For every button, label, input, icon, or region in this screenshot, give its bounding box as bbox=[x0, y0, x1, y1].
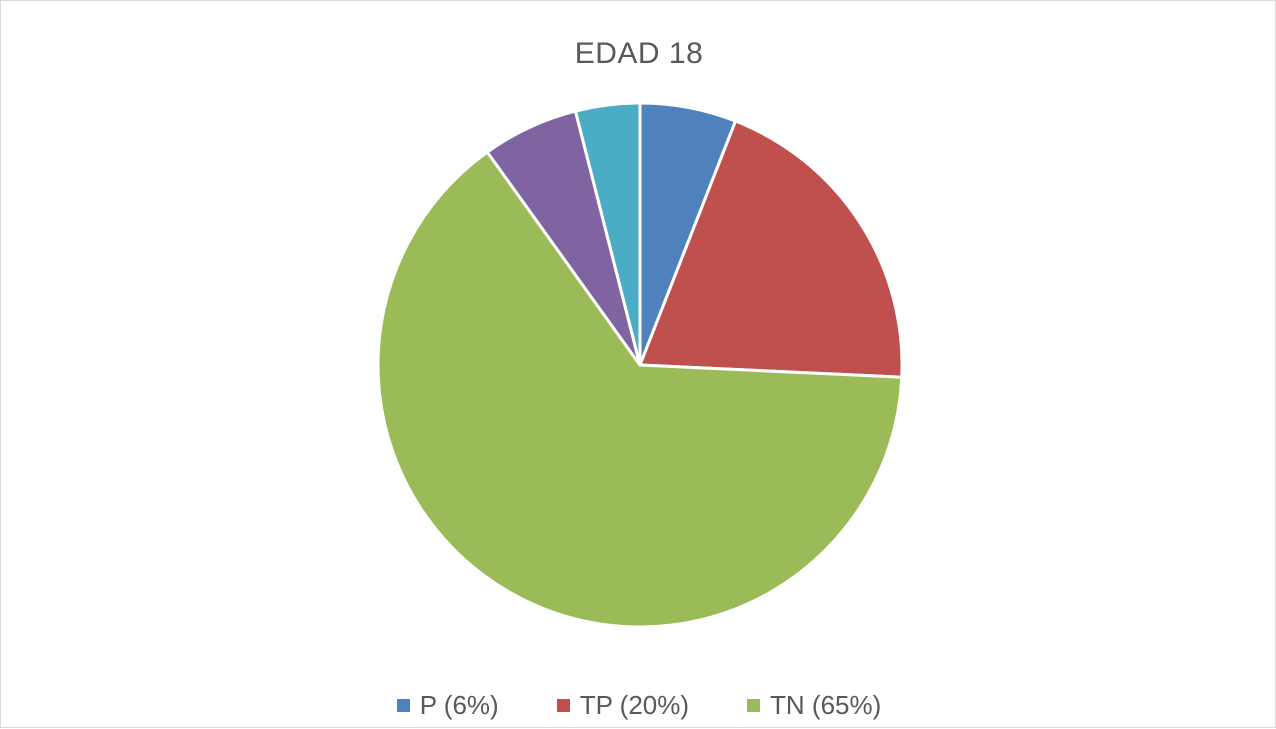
pie-slice-4 bbox=[573, 101, 642, 367]
legend-item: P (6%) bbox=[396, 689, 499, 721]
legend-swatch bbox=[747, 698, 761, 712]
legend: P (6%) TP (20%) TN (65%) bbox=[1, 685, 1276, 725]
legend-item: TP (20%) bbox=[556, 689, 690, 721]
legend-item: TN (65%) bbox=[747, 690, 881, 721]
pie-slices bbox=[376, 101, 904, 629]
legend-swatch bbox=[556, 698, 570, 712]
pie-slice-1 bbox=[638, 119, 904, 379]
chart-title: EDAD 18 bbox=[574, 37, 704, 70]
legend-label: TP (20%) bbox=[579, 689, 690, 720]
legend-swatch bbox=[396, 698, 410, 712]
legend-label: TN (65%) bbox=[770, 689, 882, 720]
legend-label: P (6%) bbox=[419, 689, 499, 720]
pie-slice-2 bbox=[376, 150, 904, 629]
